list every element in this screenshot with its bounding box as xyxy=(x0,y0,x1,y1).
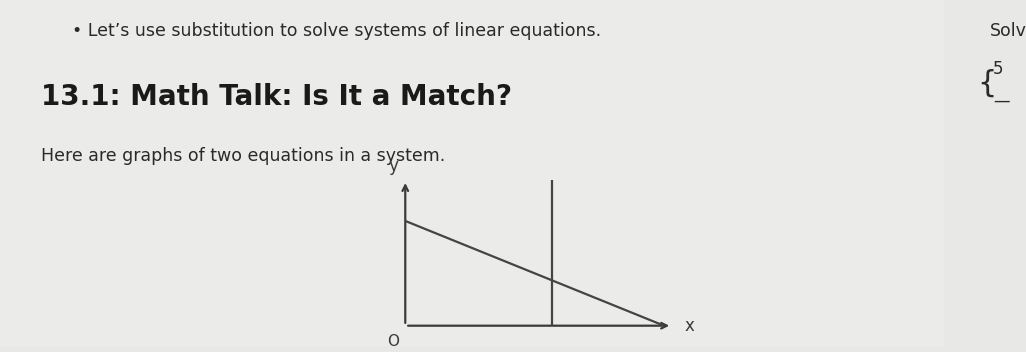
Text: —: — xyxy=(993,92,1010,109)
Text: y: y xyxy=(388,157,398,175)
Text: Here are graphs of two equations in a system.: Here are graphs of two equations in a sy… xyxy=(41,147,445,165)
Text: O: O xyxy=(387,334,399,349)
Text: • Let’s use substitution to solve systems of linear equations.: • Let’s use substitution to solve system… xyxy=(72,22,601,40)
Text: 13.1: Math Talk: Is It a Match?: 13.1: Math Talk: Is It a Match? xyxy=(41,83,512,111)
Text: Solve: Solve xyxy=(990,22,1026,40)
Text: {: { xyxy=(977,69,996,98)
Text: 5: 5 xyxy=(993,60,1003,78)
Text: x: x xyxy=(684,317,695,335)
